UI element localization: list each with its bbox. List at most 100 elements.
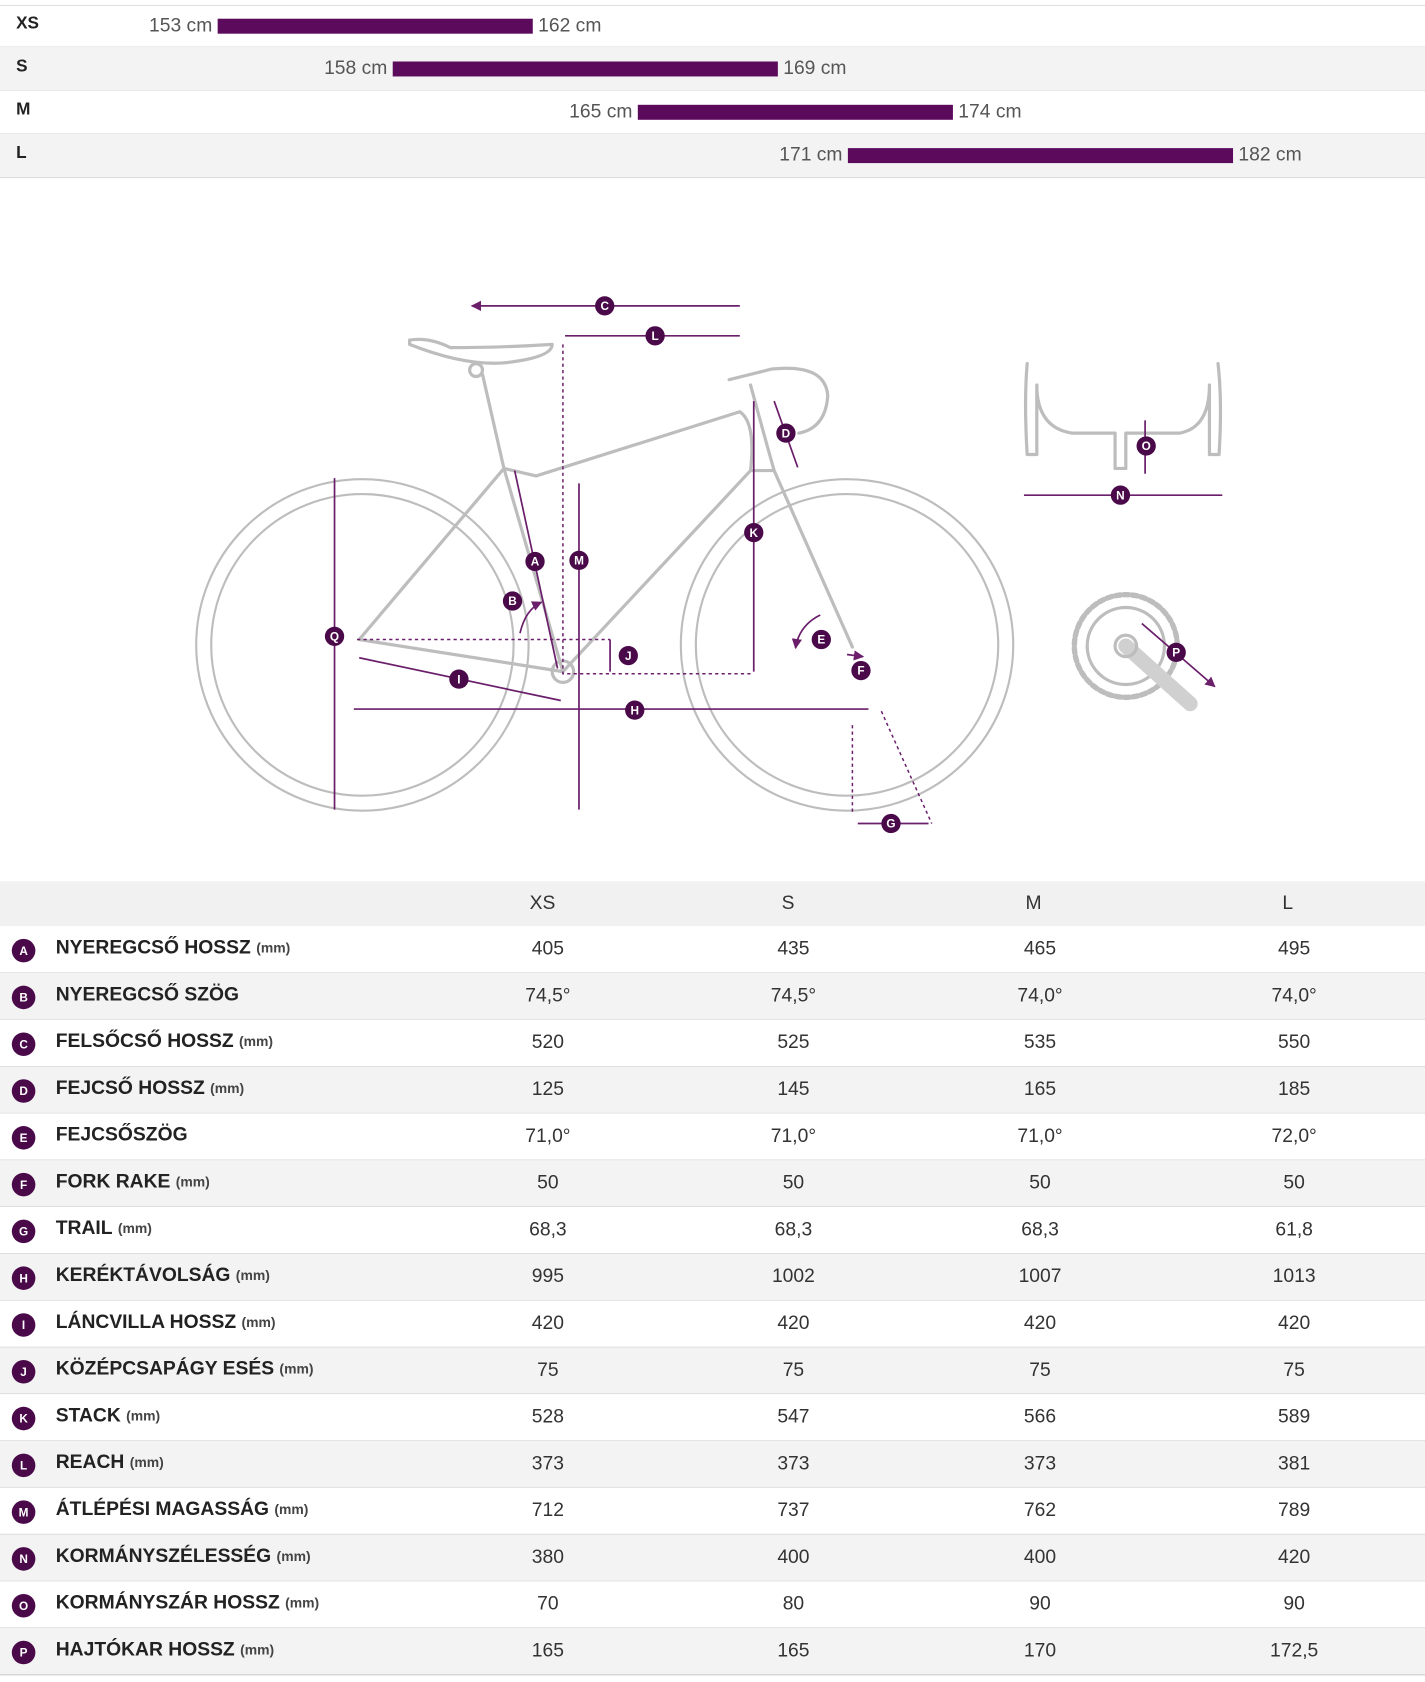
- diagram-marker: [569, 550, 589, 571]
- row-name: FELSŐCSŐ HOSSZ (mm): [56, 1030, 273, 1052]
- name: KÖZÉPCSAPÁGY ESÉS: [56, 1358, 274, 1380]
- diagram-letter: F: [857, 665, 864, 678]
- cell-value: 380: [532, 1547, 564, 1568]
- name: ÁTLÉPÉSI MAGASSÁG: [56, 1498, 269, 1520]
- name: STACK: [56, 1406, 121, 1427]
- column-header: L: [1282, 893, 1293, 914]
- table-row: [0, 972, 1425, 1020]
- cell-value: 165: [1024, 1079, 1056, 1100]
- min-label: 158 cm: [324, 58, 387, 79]
- letter-badge: [11, 1219, 36, 1244]
- letter-badge: [11, 938, 36, 963]
- name: REACH: [56, 1452, 125, 1473]
- cell-value: 420: [777, 1313, 809, 1334]
- cell-value: 74,0°: [1017, 985, 1062, 1006]
- cell-value: 75: [1283, 1360, 1304, 1381]
- cell-value: 71,0°: [525, 1126, 570, 1147]
- cell-value: 589: [1278, 1407, 1310, 1428]
- unit: (mm): [118, 1220, 152, 1236]
- diagram-marker: [525, 551, 545, 572]
- cell-value: 145: [777, 1079, 809, 1100]
- diagram-letter: G: [886, 818, 895, 831]
- diagram-letter: H: [630, 704, 639, 717]
- cell-value: 68,3: [775, 1219, 813, 1240]
- diagram-letter: K: [750, 527, 759, 540]
- cell-value: 520: [532, 1032, 564, 1053]
- cell-value: 1007: [1019, 1266, 1062, 1287]
- diagram-letter: B: [508, 595, 517, 608]
- diagram-marker: [744, 522, 764, 543]
- letter-badge: [11, 1172, 36, 1197]
- cell-value: 420: [1278, 1313, 1310, 1334]
- diagram-letter: I: [457, 673, 460, 686]
- row-name: KÖZÉPCSAPÁGY ESÉS (mm): [56, 1358, 314, 1380]
- row-name: REACH (mm): [56, 1452, 164, 1473]
- unit: (mm): [274, 1501, 308, 1517]
- cell-value: 61,8: [1275, 1219, 1313, 1240]
- cell-value: 75: [783, 1360, 804, 1381]
- diagram-letter: E: [817, 634, 825, 647]
- diagram-marker: [811, 629, 831, 650]
- letter-badge: [11, 1500, 36, 1524]
- diagram-letter: N: [1116, 489, 1125, 502]
- row-name: HAJTÓKAR HOSSZ (mm): [56, 1638, 274, 1660]
- row-name: KORMÁNYSZÁR HOSSZ (mm): [56, 1592, 319, 1614]
- name: KERÉKTÁVOLSÁG: [56, 1264, 231, 1286]
- unit: (mm): [277, 1547, 311, 1563]
- diagram-marker: [625, 700, 645, 720]
- cell-value: 70: [537, 1594, 558, 1615]
- row-name: FEJCSŐ HOSSZ (mm): [56, 1077, 244, 1099]
- cell-value: 550: [1278, 1032, 1310, 1053]
- cell-value: 712: [532, 1500, 564, 1521]
- cell-value: 170: [1024, 1641, 1056, 1662]
- cell-value: 547: [777, 1407, 809, 1428]
- min-label: 171 cm: [779, 145, 842, 166]
- row-name: TRAIL (mm): [56, 1218, 152, 1239]
- table-row: [0, 1206, 1425, 1254]
- table-row: [0, 1487, 1425, 1535]
- letter-badge: [11, 1593, 36, 1618]
- cell-value: 373: [532, 1453, 564, 1474]
- cell-value: 737: [777, 1500, 809, 1521]
- row-letter: A: [19, 945, 28, 958]
- cell-value: 90: [1283, 1594, 1304, 1615]
- diagram-letter: Q: [330, 631, 339, 644]
- table-row: [0, 1113, 1425, 1161]
- row-letter: M: [19, 1506, 29, 1519]
- max-label: 162 cm: [538, 15, 601, 36]
- cell-value: 74,5°: [771, 985, 816, 1006]
- table-row: [0, 1160, 1425, 1207]
- size-label: XS: [16, 13, 39, 33]
- row-letter: E: [20, 1132, 28, 1145]
- row-letter: J: [20, 1366, 27, 1379]
- row-letter: O: [19, 1600, 28, 1613]
- unit: (mm): [256, 939, 290, 955]
- unit: (mm): [130, 1454, 164, 1470]
- name: KORMÁNYSZÁR HOSSZ: [56, 1592, 280, 1614]
- row-letter: N: [19, 1553, 28, 1566]
- letter-badge: [11, 1640, 36, 1665]
- column-header: S: [782, 893, 795, 914]
- diagram-marker: [449, 669, 469, 689]
- diagram-marker: [1110, 485, 1131, 505]
- height-bar: [217, 18, 533, 34]
- size-label: M: [16, 99, 30, 119]
- row-name: KORMÁNYSZÉLESSÉG (mm): [56, 1545, 311, 1567]
- table-row: [0, 1347, 1425, 1395]
- name: KORMÁNYSZÉLESSÉG: [56, 1545, 271, 1567]
- cell-value: 71,0°: [1017, 1126, 1062, 1147]
- diagram-letter: C: [600, 300, 609, 313]
- cell-value: 50: [1029, 1173, 1050, 1194]
- table-row: [0, 1581, 1425, 1629]
- name: HAJTÓKAR HOSSZ: [56, 1638, 235, 1660]
- row-letter: C: [19, 1038, 28, 1051]
- cell-value: 71,0°: [771, 1126, 816, 1147]
- content: XS 153 cm 162 cm S 158 cm 169 cm M 165 cm 174 cm…: [0, 4, 1425, 1676]
- diagram-marker: [1136, 436, 1156, 456]
- row-letter: B: [19, 992, 28, 1005]
- cell-value: 80: [783, 1594, 804, 1615]
- table-row: [0, 1628, 1425, 1675]
- cell-value: 74,0°: [1272, 985, 1317, 1006]
